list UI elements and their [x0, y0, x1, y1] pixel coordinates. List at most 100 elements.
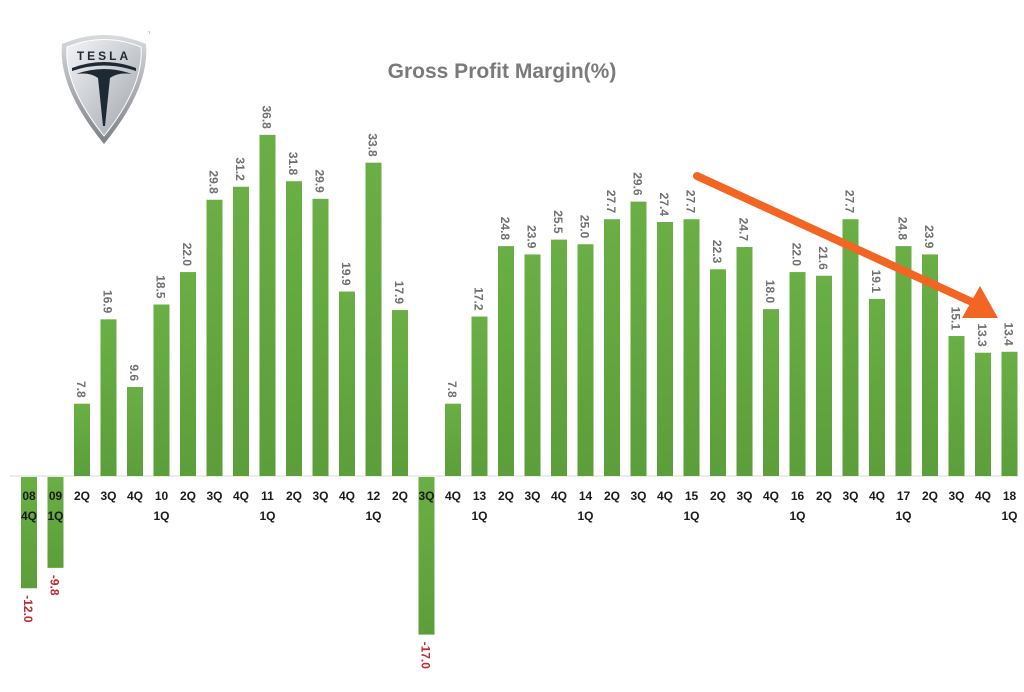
data-label: 22.0	[790, 243, 804, 267]
x-tick-label: 4Q	[21, 509, 37, 523]
x-tick-label: 2Q	[816, 489, 832, 503]
bar	[127, 387, 143, 476]
logo-tm: TM	[148, 30, 150, 35]
x-tick-label: 1Q	[471, 509, 487, 523]
x-tick-label: 1Q	[577, 509, 593, 523]
data-label: 22.3	[710, 240, 724, 264]
bar	[233, 186, 249, 476]
data-label: 31.8	[286, 152, 300, 176]
x-axis-tick-labels: 08 4Q 09 1Q 2Q 3Q 4Q 10 1Q 2Q 3Q 4Q 11 1Q 2Q 3Q 4Q 12 1Q 2Q…	[21, 489, 1018, 523]
tesla-logo-icon: TESLA TM	[61, 30, 150, 144]
x-tick-label: 3Q	[630, 489, 646, 503]
bar-series	[21, 134, 1018, 635]
x-tick-label: 2Q	[498, 489, 514, 503]
data-label: 7.8	[74, 381, 88, 398]
bar	[74, 403, 90, 476]
data-label: 24.8	[896, 217, 910, 241]
x-tick-label: 3Q	[418, 489, 434, 503]
data-label: 9.6	[127, 364, 141, 381]
x-tick-label: 3Q	[312, 489, 328, 503]
data-label: 33.8	[366, 133, 380, 157]
data-label: 29.8	[207, 170, 221, 194]
data-label: -9.8	[48, 575, 62, 596]
data-label: 24.8	[498, 217, 512, 241]
bar	[736, 247, 753, 476]
bar	[471, 316, 488, 476]
data-label: 27.7	[843, 190, 857, 214]
x-tick-label: 2Q	[74, 489, 90, 503]
x-tick-label: 1Q	[259, 509, 275, 523]
bar	[180, 272, 196, 476]
bar	[948, 336, 965, 476]
bar	[975, 352, 991, 476]
x-tick-label: 4Q	[445, 489, 461, 503]
data-label: 18.5	[154, 275, 168, 299]
x-tick-label: 14	[579, 489, 593, 503]
bar	[498, 246, 514, 476]
x-tick-label: 2Q	[710, 489, 726, 503]
x-tick-label: 3Q	[948, 489, 964, 503]
data-label: 27.4	[657, 193, 671, 217]
data-label: 13.4	[1002, 322, 1016, 346]
data-label: 21.6	[816, 246, 830, 270]
bar	[895, 246, 912, 476]
x-tick-label: 4Q	[551, 489, 567, 503]
bar	[763, 309, 779, 476]
bar	[577, 244, 594, 476]
x-tick-label: 3Q	[100, 489, 116, 503]
data-label: 19.9	[339, 262, 353, 286]
bar	[153, 304, 170, 476]
x-tick-label: 12	[367, 489, 381, 503]
data-label: 16.9	[101, 290, 115, 314]
data-label: 22.0	[180, 243, 194, 267]
x-tick-label: 15	[685, 489, 699, 503]
bar	[524, 254, 541, 476]
bar	[1001, 351, 1018, 476]
data-label: 19.1	[869, 270, 883, 294]
x-tick-label: 11	[261, 489, 274, 503]
data-label: 13.3	[975, 323, 989, 347]
x-tick-label: 3Q	[736, 489, 752, 503]
bar	[630, 201, 647, 476]
data-label: 25.5	[551, 210, 565, 234]
bar	[604, 219, 620, 476]
x-tick-label: 2Q	[180, 489, 196, 503]
x-tick-label: 1Q	[789, 509, 805, 523]
data-label: 29.9	[313, 169, 327, 193]
data-label: 31.2	[233, 157, 247, 181]
data-label: 27.7	[684, 190, 698, 214]
bar	[21, 477, 37, 589]
bar	[710, 269, 726, 476]
bar	[100, 319, 117, 476]
x-tick-label: 2Q	[286, 489, 302, 503]
data-label: 23.9	[922, 225, 936, 249]
x-tick-label: 18	[1003, 489, 1017, 503]
bar	[418, 477, 435, 635]
x-tick-label: 2Q	[392, 489, 408, 503]
x-tick-label: 4Q	[763, 489, 779, 503]
chart-title: Gross Profit Margin(%)	[387, 60, 617, 83]
x-tick-label: 1Q	[153, 509, 169, 523]
x-tick-label: 17	[897, 489, 911, 503]
x-tick-label: 08	[22, 489, 36, 503]
bar	[365, 162, 382, 476]
x-tick-label: 10	[155, 489, 169, 503]
x-tick-label: 3Q	[842, 489, 858, 503]
logo-text: TESLA	[77, 49, 131, 63]
x-tick-label: 1Q	[1001, 509, 1017, 523]
bar	[922, 254, 938, 476]
bar	[392, 310, 408, 476]
bar	[869, 298, 885, 476]
x-tick-label: 2Q	[604, 489, 620, 503]
data-label: 25.0	[578, 215, 592, 239]
data-label: 24.7	[737, 218, 751, 242]
x-tick-label: 4Q	[127, 489, 143, 503]
bar	[551, 239, 567, 476]
bar	[683, 219, 700, 476]
bar	[206, 199, 223, 476]
bar	[445, 403, 461, 476]
bar	[312, 198, 329, 476]
x-tick-label: 1Q	[47, 509, 63, 523]
x-tick-label: 2Q	[922, 489, 938, 503]
